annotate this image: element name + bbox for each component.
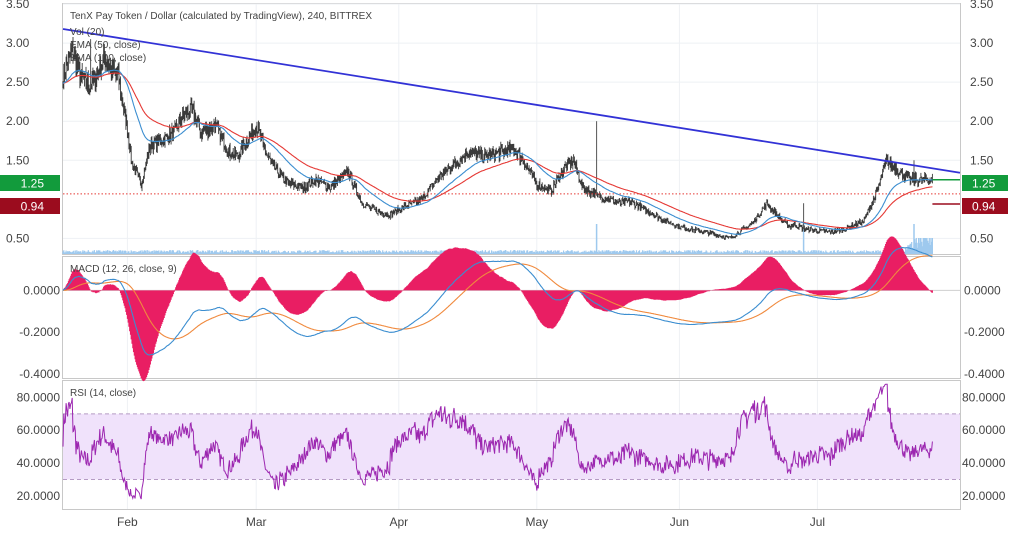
rsi-series	[62, 383, 933, 501]
x-tick-label: Feb	[117, 515, 138, 529]
macd-tick-right: -0.2000	[964, 325, 1005, 339]
last-price-label-left: 1.25	[21, 177, 45, 191]
last-price-badge-left: 1.25	[0, 175, 60, 191]
price-tick-right: 1.50	[970, 153, 994, 167]
price-tick-left: 2.00	[6, 114, 30, 128]
price-legend: TenX Pay Token / Dollar (calculated by T…	[70, 11, 372, 64]
rsi-tick-left: 60.0000	[17, 423, 61, 437]
price-tick-left: 2.50	[6, 75, 30, 89]
macd-legend: MACD (12, 26, close, 9)	[70, 264, 177, 275]
price-tick-left: 3.50	[6, 0, 30, 11]
macd-pane	[62, 256, 961, 379]
price-tick-left: 1.50	[6, 153, 30, 167]
axis-labels: 3.50 3.50 3.00 3.00 2.50 2.50 2.00 2.00 1.50 1.50…	[6, 0, 1006, 529]
indicator-lines	[62, 28, 961, 235]
price-tick-right: 0.50	[970, 231, 994, 245]
macd-signal-line	[62, 255, 933, 340]
macd-tick-right: 0.0000	[964, 283, 1001, 297]
rsi-legend: RSI (14, close)	[70, 388, 136, 399]
last-price-badge-right: 1.25	[962, 175, 1008, 191]
vol-legend: Vol (20)	[70, 27, 104, 38]
price-tick-left: 3.00	[6, 36, 30, 50]
macd-tick-left: -0.2000	[19, 325, 60, 339]
ema100-line	[62, 72, 933, 230]
macd-tick-right: -0.4000	[964, 367, 1005, 381]
ema-level-label-right: 0.94	[972, 200, 996, 214]
rsi-tick-left: 20.0000	[17, 489, 61, 503]
price-tick-left: 0.50	[6, 231, 30, 245]
price-tick-right: 2.50	[970, 75, 994, 89]
rsi-pane	[62, 380, 961, 510]
ema50-legend: EMA (50, close)	[70, 40, 141, 51]
macd-histogram	[63, 236, 933, 382]
rsi-tick-left: 40.0000	[17, 456, 61, 470]
macd-tick-left: -0.4000	[19, 367, 60, 381]
rsi-tick-right: 60.0000	[962, 423, 1006, 437]
rsi-line	[62, 383, 933, 501]
trendline	[62, 28, 961, 174]
macd-series	[62, 236, 960, 382]
rsi-band-fill	[63, 413, 960, 480]
macd-line	[62, 247, 933, 356]
price-tick-right: 3.00	[970, 36, 994, 50]
ema-level-badge-left: 0.94	[0, 198, 60, 214]
rsi-tick-right: 20.0000	[962, 489, 1006, 503]
macd-tick-left: 0.0000	[23, 283, 60, 297]
rsi-band	[63, 413, 960, 480]
rsi-tick-right: 40.0000	[962, 456, 1006, 470]
x-tick-label: Mar	[246, 515, 267, 529]
ema100-legend: EMA (100, close)	[70, 53, 146, 64]
x-tick-label: Jun	[670, 515, 689, 529]
rsi-tick-left: 80.0000	[17, 390, 61, 404]
price-tick-right: 2.00	[970, 114, 994, 128]
ema-level-badge-right: 0.94	[962, 198, 1008, 214]
ema50-line	[62, 69, 933, 235]
price-tick-right: 3.50	[970, 0, 994, 11]
last-price-label-right: 1.25	[972, 177, 996, 191]
x-tick-label: Apr	[389, 515, 408, 529]
ema-level-label-left: 0.94	[21, 200, 45, 214]
x-tick-label: May	[525, 515, 548, 529]
rsi-tick-right: 80.0000	[962, 390, 1006, 404]
x-tick-label: Jul	[810, 515, 825, 529]
chart-title: TenX Pay Token / Dollar (calculated by T…	[70, 11, 372, 22]
